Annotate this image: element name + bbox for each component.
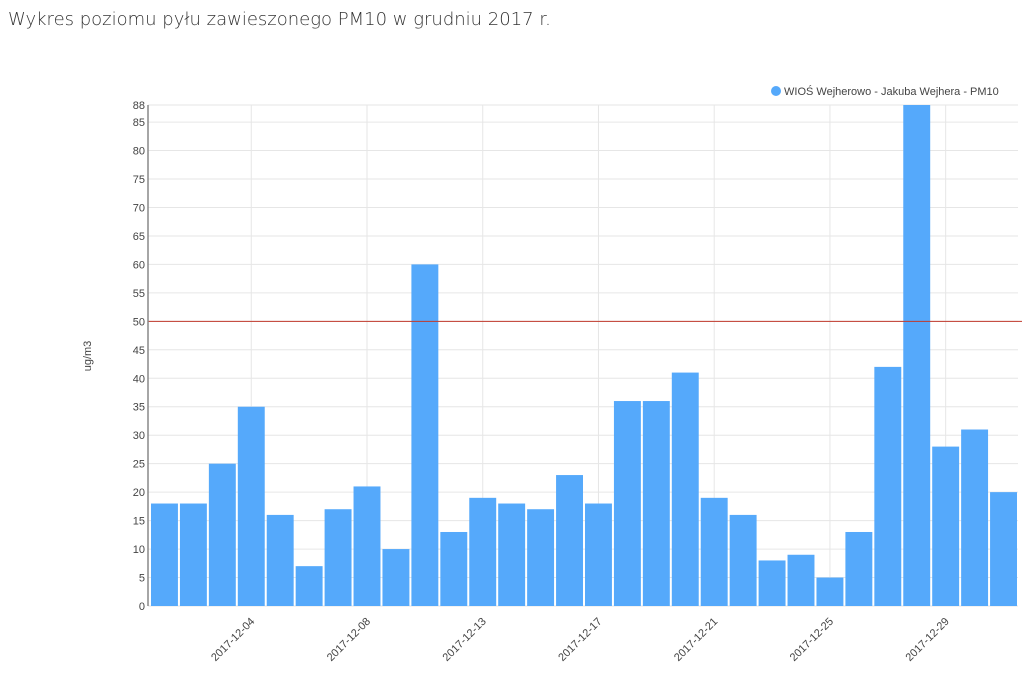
page-title: Wykres poziomu pyłu zawieszonego PM10 w … <box>8 9 551 30</box>
bar[interactable] <box>469 497 497 606</box>
y-tick-label: 80 <box>133 146 145 158</box>
y-axis-label: ug/m3 <box>82 341 94 372</box>
x-tick-label: 2017-12-17 <box>556 616 604 664</box>
x-tick-label: 2017-12-13 <box>441 616 489 664</box>
x-tick-label: 2017-12-25 <box>788 616 836 664</box>
bar[interactable] <box>585 503 612 606</box>
legend[interactable]: WIOŚ Wejherowo - Jakuba Wejhera - PM10 <box>771 85 999 98</box>
y-tick-label: 5 <box>139 573 145 585</box>
y-tick-label: 20 <box>133 487 145 499</box>
bar[interactable] <box>440 531 468 606</box>
y-tick-label: 10 <box>133 544 145 556</box>
y-tick-label: 55 <box>133 288 145 300</box>
bar[interactable] <box>613 401 641 606</box>
y-tick-label: 35 <box>133 402 145 414</box>
bar[interactable] <box>816 577 844 606</box>
y-tick-label: 25 <box>133 459 145 471</box>
x-tick-label: 2017-12-04 <box>209 616 257 664</box>
y-tick-label: 15 <box>133 516 145 528</box>
y-tick-label: 88 <box>133 100 145 112</box>
y-tick-label: 45 <box>133 345 145 357</box>
x-tick-label: 2017-12-29 <box>904 616 952 664</box>
legend-marker <box>771 86 781 96</box>
y-tick-label: 70 <box>133 202 145 214</box>
bar[interactable] <box>324 509 352 606</box>
x-ticks: 2017-12-04 2017-12-08 2017-12-13 2017-12-17… <box>209 616 952 664</box>
y-tick-label: 40 <box>133 373 145 385</box>
y-tick-label: 65 <box>133 231 145 243</box>
bar[interactable] <box>758 560 786 606</box>
bar[interactable] <box>295 566 323 606</box>
bar[interactable] <box>237 406 265 606</box>
bar[interactable] <box>411 264 439 606</box>
bar[interactable] <box>932 446 960 606</box>
bar[interactable] <box>961 429 989 606</box>
y-tick-label: 30 <box>133 430 145 442</box>
y-tick-label: 50 <box>133 316 145 328</box>
x-tick-label: 2017-12-21 <box>672 616 720 664</box>
bar[interactable] <box>208 463 236 606</box>
bar[interactable] <box>151 503 178 606</box>
bar[interactable] <box>990 492 1017 606</box>
bar[interactable] <box>845 531 873 606</box>
bar[interactable] <box>382 549 410 606</box>
x-tick-label: 2017-12-08 <box>325 616 373 664</box>
bar[interactable] <box>642 401 670 606</box>
bar[interactable] <box>729 514 757 606</box>
y-tick-label: 85 <box>133 117 145 129</box>
bar[interactable] <box>700 497 728 606</box>
bar[interactable] <box>556 475 583 606</box>
legend-label: WIOŚ Wejherowo - Jakuba Wejhera - PM10 <box>784 85 999 98</box>
bar[interactable] <box>874 366 902 606</box>
y-tick-label: 0 <box>139 601 145 613</box>
bar[interactable] <box>266 514 294 606</box>
bar[interactable] <box>353 486 381 606</box>
bar[interactable] <box>787 554 815 606</box>
bar[interactable] <box>671 372 699 606</box>
y-tick-label: 75 <box>133 174 145 186</box>
bar[interactable] <box>498 503 526 606</box>
y-tick-label: 60 <box>133 259 145 271</box>
bar[interactable] <box>527 509 555 606</box>
bar[interactable] <box>179 503 207 606</box>
y-ticks: 0 5 10 15 20 25 30 35 40 45 50 55 60 65 70 75 80 85 88 <box>133 100 145 613</box>
bar[interactable] <box>903 105 931 606</box>
bars <box>151 105 1017 606</box>
